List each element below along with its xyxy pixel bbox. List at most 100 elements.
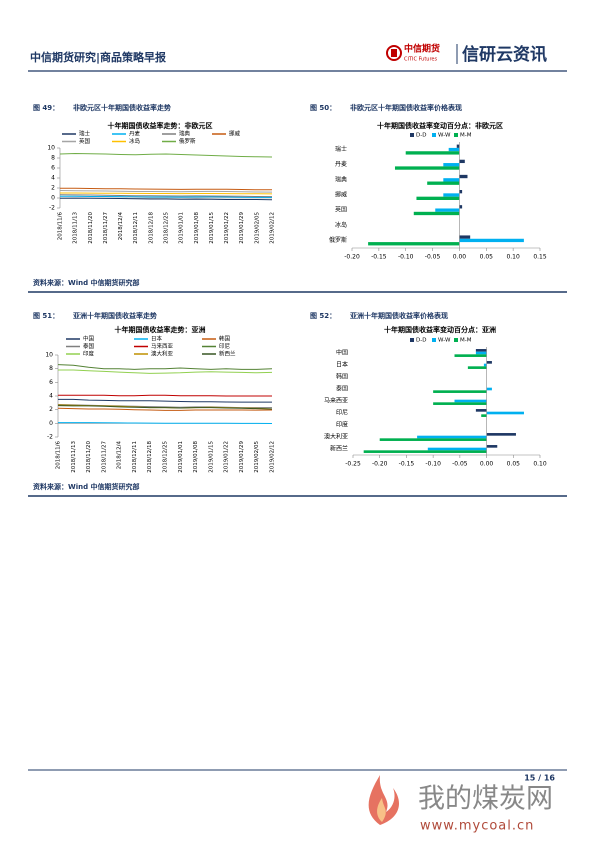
bar [394,166,460,170]
y-tick-label: 8 [51,155,55,162]
figure-caption: 亚洲十年期国债收益率走势 [73,311,157,320]
bar [443,193,460,197]
series-line [60,187,272,191]
watermark-url: www.mycoal.cn [420,819,534,834]
legend-label: W-W [438,133,451,139]
x-tick-label: -0.05 [425,254,441,261]
bar [427,181,460,185]
x-tick-label: 0.10 [506,254,520,261]
legend-label: 俄罗斯 [179,137,196,145]
x-tick-label: 2019/01/01 [178,441,184,473]
x-tick-label: 2018/11/13 [71,441,77,473]
bar [459,174,468,179]
bar [475,351,487,355]
bar [481,414,487,417]
category-label: 泰国 [336,385,348,393]
bar [486,361,492,364]
x-tick-label: 0.15 [533,254,547,261]
bar [405,151,460,155]
bar [483,363,487,367]
series-line [57,364,273,370]
x-tick-label: 2018/12/11 [132,441,138,473]
legend-label: W-W [438,338,451,344]
legend-label: 瑞士 [79,130,91,138]
bar [443,163,460,167]
x-tick-label: 2019/01/29 [239,212,245,244]
figure-number: 图 49： [33,103,59,112]
y-tick-label: 8 [49,365,53,372]
legend-label: 马来西亚 [151,342,174,350]
bar [459,238,524,243]
x-tick-label: 2019/01/08 [194,212,200,244]
figure-caption: 亚洲十年期国债收益率价格表现 [350,311,448,320]
x-tick-label: 2018/12/18 [147,441,153,473]
figure-caption: 非欧元区十年期国债收益率走势 [73,103,171,112]
page-number: 15 / 16 [524,774,555,783]
chart-title: 十年期国债收益率变动百分点：亚洲 [384,325,496,334]
chart-title: 十年期国债收益率变动百分点：非欧元区 [377,121,503,130]
series-line [58,422,273,424]
x-tick-label: -0.20 [344,254,360,261]
category-label: 韩国 [336,373,348,381]
x-tick-label: 2018/11/27 [101,441,107,473]
x-tick-label: 2018/12/25 [163,441,169,473]
x-tick-label: 0.00 [453,254,467,261]
category-label: 俄罗斯 [329,236,347,244]
x-tick-label: 2019/01/29 [239,441,245,473]
bar [486,445,498,448]
logo [386,45,402,61]
x-tick-label: 2018/12/4 [117,441,123,470]
series-line [59,190,273,193]
x-tick-label: 2019/02/05 [254,212,260,244]
series-line [59,197,273,201]
x-tick-label: -0.10 [398,254,414,261]
category-label: 新西兰 [330,445,348,453]
x-tick-label: -0.25 [345,461,361,468]
bar [448,147,460,152]
legend-label: 新西兰 [219,350,236,358]
figure-number: 图 51： [33,311,59,320]
logo-cn: 中信期货 [404,43,440,55]
y-tick-label: 10 [47,145,55,152]
watermark-icon [368,775,400,825]
x-tick-label: 2018/11/13 [73,212,79,244]
series-line [57,407,273,411]
legend-label: D-D [416,133,426,139]
legend-label: 丹麦 [129,130,141,138]
bar [413,211,460,216]
source: 资料来源：Wind 中信期货研究部 [33,278,140,287]
bar [467,366,487,369]
bar [486,433,516,436]
y-tick-label: 0 [49,420,53,427]
legend-label: D-D [416,338,426,344]
x-tick-label: 0.10 [533,461,547,468]
x-tick-label: 2019/01/22 [224,212,230,244]
bar [435,208,460,212]
y-tick-label: 0 [51,195,55,202]
legend-swatch [454,133,458,137]
y-tick-label: 4 [51,175,55,182]
x-tick-label: -0.15 [399,461,415,468]
x-tick-label: 2019/02/05 [254,441,260,473]
category-label: 瑞士 [335,145,347,153]
x-tick-label: 2018/12/11 [133,212,139,244]
bar [443,178,460,182]
bar [433,402,487,405]
category-label: 澳大利亚 [324,433,348,441]
x-tick-label: -0.10 [425,461,441,468]
y-tick-label: 2 [49,406,53,413]
bar [459,190,463,194]
series-line [60,195,273,198]
category-label: 瑞典 [335,175,347,183]
bar [416,196,460,200]
legend-swatch [432,338,436,342]
y-tick-label: 6 [49,379,53,386]
bar [456,144,460,148]
series-line [59,194,273,198]
bar [459,205,463,209]
bar [475,349,487,352]
figure-number: 图 50： [310,103,336,112]
x-tick-label: 2018/12/18 [148,212,154,244]
x-tick-label: -0.15 [371,254,387,261]
